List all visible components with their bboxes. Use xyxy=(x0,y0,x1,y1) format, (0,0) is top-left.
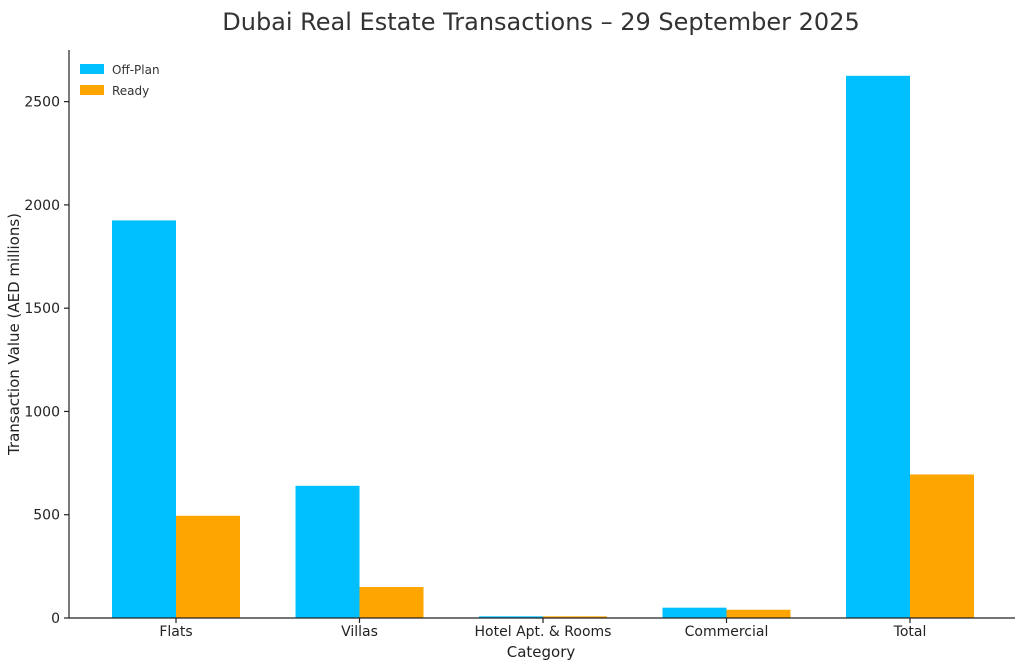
legend-swatch xyxy=(80,64,104,74)
bars-group xyxy=(112,75,974,619)
y-tick-label: 1000 xyxy=(24,404,60,420)
y-axis-label: Transaction Value (AED millions) xyxy=(5,213,23,456)
chart-title: Dubai Real Estate Transactions – 29 Sept… xyxy=(222,8,859,36)
x-tick-label: Commercial xyxy=(685,624,769,640)
legend-swatch xyxy=(80,85,104,95)
bar-off-plan-4 xyxy=(846,75,910,619)
bar-off-plan-2 xyxy=(479,616,543,618)
y-tick-label: 2000 xyxy=(24,198,60,214)
bar-ready-3 xyxy=(726,609,791,618)
bar-ready-0 xyxy=(176,515,240,618)
x-tick-label: Villas xyxy=(341,624,378,640)
legend: Off-Plan Ready xyxy=(80,63,160,98)
legend-label: Off-Plan xyxy=(112,63,160,77)
bar-ready-1 xyxy=(359,587,424,618)
x-axis-label: Category xyxy=(507,643,576,661)
bar-ready-4 xyxy=(910,474,974,618)
y-tick-label: 500 xyxy=(33,508,60,524)
legend-label: Ready xyxy=(112,84,149,98)
y-tick-label: 2500 xyxy=(24,95,60,111)
x-axis-ticks: Flats Villas Hotel Apt. & Rooms Commercial T… xyxy=(159,618,926,640)
bar-off-plan-3 xyxy=(662,607,727,618)
x-tick-label: Total xyxy=(893,624,927,640)
x-tick-label: Hotel Apt. & Rooms xyxy=(475,624,612,640)
bar-off-plan-1 xyxy=(295,485,360,618)
y-axis-ticks: 0 500 1000 1500 2000 2500 xyxy=(24,95,69,627)
bar-off-plan-0 xyxy=(112,220,176,618)
y-tick-label: 0 xyxy=(51,611,60,627)
y-tick-label: 1500 xyxy=(24,301,60,317)
x-tick-label: Flats xyxy=(159,624,192,640)
bar-ready-2 xyxy=(543,616,607,618)
